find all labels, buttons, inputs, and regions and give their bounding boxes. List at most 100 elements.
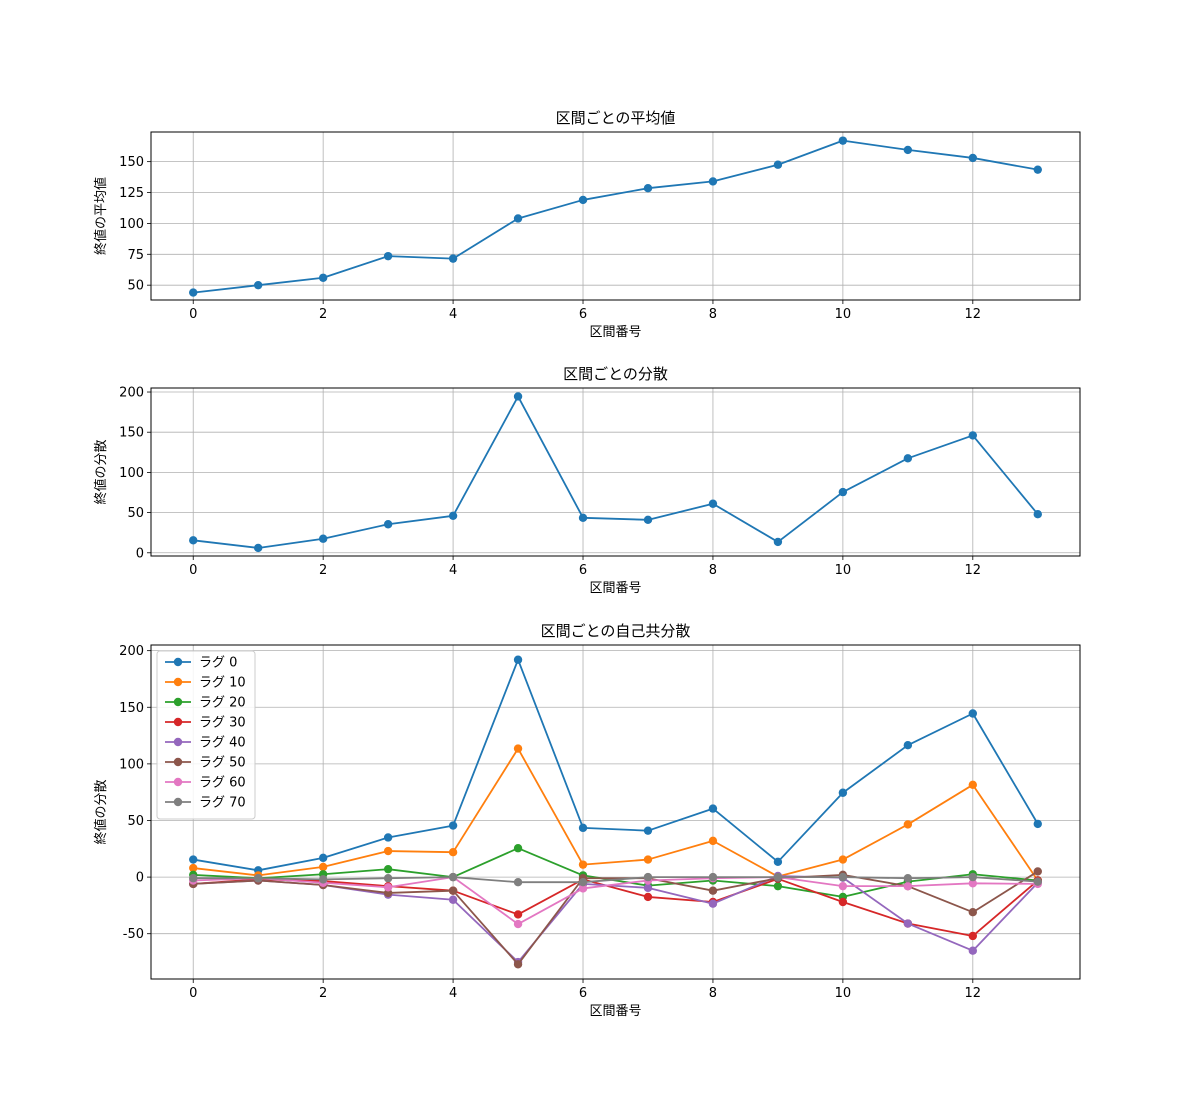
data-point [513,960,523,969]
data-point [383,883,393,892]
data-point [1033,877,1042,886]
y-tick-label: 150 [119,701,144,716]
data-point [838,855,848,864]
chart-title: 区間ごとの分散 [563,365,668,383]
y-tick-label: 0 [136,546,144,561]
x-tick-label: 12 [965,563,982,578]
data-point [643,826,653,835]
data-point [773,881,783,891]
series-line-5 [193,870,1039,966]
data-point [578,877,588,887]
data-point [708,177,718,186]
legend-label: ラグ 0 [199,656,237,671]
data-point [903,820,913,829]
data-point [773,872,783,882]
data-point [448,511,458,521]
data-point [968,709,978,718]
data-point [1033,165,1042,174]
data-point [773,160,783,169]
data-point [383,520,393,529]
legend-marker [173,777,183,787]
data-point [448,821,458,830]
y-tick-label: 125 [119,186,144,201]
data-point [578,513,588,523]
data-point [513,214,523,223]
data-point [1033,867,1042,876]
axes-frame [150,644,1081,980]
y-tick-label: 50 [127,814,144,829]
data-point [513,392,523,401]
data-point [968,908,978,917]
series-line-1 [193,747,1039,882]
data-point [643,515,653,525]
x-tick-label: 8 [709,563,717,578]
x-axis-label: 区間番号 [589,325,641,340]
data-point [448,847,458,857]
data-point [903,741,913,750]
series-line-3 [193,877,1039,937]
data-point [513,910,523,919]
x-tick-label: 6 [579,986,587,1001]
data-point [513,919,523,929]
data-point [968,872,978,882]
y-tick-label: 50 [127,279,144,294]
data-point [838,487,848,497]
y-tick-label: 200 [119,386,144,401]
data-point [253,280,263,290]
x-tick-label: 10 [835,563,852,578]
data-point [643,872,653,882]
data-point [1033,510,1042,519]
data-point [383,833,393,842]
data-point [318,862,328,872]
y-tick-label: 50 [127,506,144,521]
y-tick-label: 200 [119,644,144,659]
legend-label: ラグ 60 [199,776,246,791]
data-point [513,655,523,664]
y-axis-label: 終値の分散 [93,439,109,504]
y-tick-label: 100 [119,466,144,481]
data-point [448,895,458,904]
data-point [448,254,458,263]
y-axis-label: 終値の分散 [93,779,109,844]
x-tick-label: 6 [579,307,587,322]
legend-marker [173,757,183,767]
data-point [578,823,588,833]
data-point [513,844,523,853]
data-point [1033,819,1042,829]
axes-frame [150,131,1081,301]
x-tick-label: 4 [449,563,457,578]
x-axis-label: 区間番号 [589,581,641,596]
data-point [189,863,198,873]
data-point [253,874,263,883]
x-tick-label: 2 [319,986,327,1001]
y-tick-label: 75 [127,248,144,263]
data-point [578,884,588,893]
data-point [708,499,718,508]
data-point [318,853,328,863]
y-tick-label: -50 [123,927,144,942]
data-point [189,288,198,297]
data-point [383,874,393,883]
data-point [708,804,718,813]
y-tick-label: 150 [119,155,144,170]
data-point [578,195,588,205]
x-tick-label: 10 [835,986,852,1001]
x-tick-label: 2 [319,307,327,322]
legend-label: ラグ 50 [199,756,246,771]
data-point [383,864,393,874]
series-line-0 [193,658,1039,872]
data-point [578,860,588,869]
data-point [903,145,913,155]
data-point [838,872,848,882]
y-tick-label: 0 [136,871,144,886]
data-point [708,899,718,908]
data-point [643,855,653,864]
y-tick-label: 100 [119,757,144,772]
data-point [513,744,523,753]
data-point [383,251,393,261]
data-point [513,877,523,887]
data-point [189,536,198,545]
data-point [773,537,783,547]
